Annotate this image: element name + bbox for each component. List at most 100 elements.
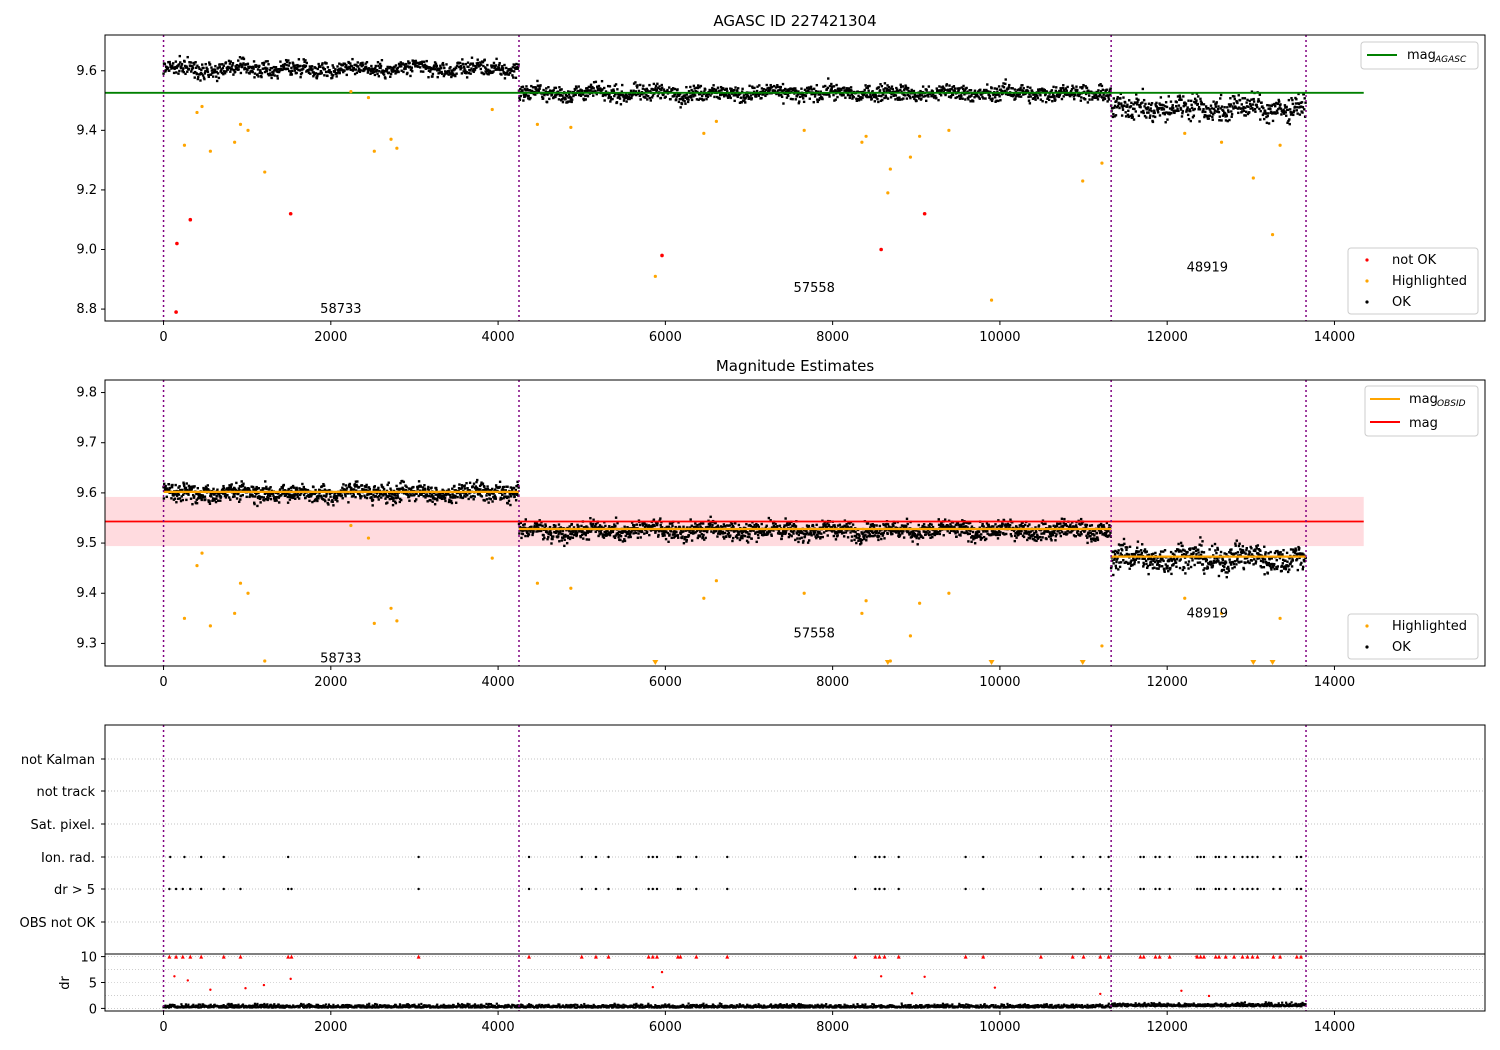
ok-point xyxy=(583,98,586,101)
ok-point xyxy=(371,504,374,507)
ok-point xyxy=(1283,110,1286,113)
highlighted-point xyxy=(208,149,212,153)
ok-point xyxy=(254,489,258,492)
ok-point xyxy=(297,58,301,61)
ok-point xyxy=(1102,98,1105,102)
ok-point xyxy=(281,68,284,71)
ok-point xyxy=(341,486,344,489)
ok-point xyxy=(548,525,552,529)
ok-point xyxy=(199,79,202,82)
ok-point xyxy=(288,70,292,73)
ok-point xyxy=(679,529,683,532)
ok-point xyxy=(570,98,574,101)
ok-point xyxy=(749,94,753,97)
ok-point xyxy=(780,534,784,537)
ok-point xyxy=(558,540,561,543)
ok-point xyxy=(380,496,383,499)
ok-point xyxy=(828,84,832,88)
ok-point xyxy=(1206,116,1209,119)
ok-point xyxy=(826,86,830,90)
ok-point xyxy=(378,70,381,73)
ok-point xyxy=(235,481,238,485)
ok-point xyxy=(717,526,720,529)
ok-point xyxy=(1018,95,1021,98)
ok-point xyxy=(1248,111,1251,114)
ok-point xyxy=(235,63,239,67)
ok-point xyxy=(193,70,197,74)
ok-point xyxy=(671,88,674,92)
ok-point xyxy=(767,88,770,91)
ok-point xyxy=(875,524,878,527)
ok-point xyxy=(657,533,660,537)
ok-point xyxy=(319,69,323,73)
ok-point xyxy=(1156,108,1159,111)
ok-point xyxy=(380,58,384,62)
highlighted-point xyxy=(535,122,540,126)
ok-point xyxy=(859,96,862,99)
ok-point xyxy=(415,492,418,495)
ok-point xyxy=(925,530,928,534)
ok-point xyxy=(617,533,620,536)
ok-point xyxy=(642,84,645,87)
ok-point xyxy=(850,526,853,529)
ok-point xyxy=(1050,89,1054,92)
ok-point xyxy=(685,540,688,543)
ok-point xyxy=(1231,105,1234,108)
ok-point xyxy=(396,496,400,499)
ok-point xyxy=(189,64,192,68)
ok-point xyxy=(828,95,831,98)
ok-point xyxy=(767,516,771,520)
ok-point xyxy=(191,65,194,68)
ok-point xyxy=(440,72,444,75)
ok-point xyxy=(427,489,430,492)
ok-point xyxy=(1001,85,1004,88)
ok-point xyxy=(857,533,861,536)
ok-point xyxy=(1251,103,1254,106)
ok-point xyxy=(266,493,270,497)
ok-point xyxy=(786,521,789,524)
ok-point xyxy=(681,535,684,538)
ok-point xyxy=(1231,95,1235,98)
ok-point xyxy=(248,72,251,75)
ok-point xyxy=(633,529,636,532)
ok-point xyxy=(1127,99,1131,102)
ok-point xyxy=(1189,109,1192,113)
ok-point xyxy=(863,93,866,96)
ok-point xyxy=(552,535,555,538)
ok-point xyxy=(1132,103,1135,106)
ok-point xyxy=(422,60,426,63)
ok-point xyxy=(1082,83,1085,87)
ok-point xyxy=(878,524,882,528)
ok-point xyxy=(678,97,681,101)
ok-point xyxy=(398,489,401,492)
ok-point xyxy=(974,92,977,96)
ok-point xyxy=(732,94,736,97)
ok-point xyxy=(756,530,759,534)
ok-point xyxy=(686,96,689,99)
ok-point xyxy=(464,69,467,72)
ok-point xyxy=(361,61,364,65)
ok-point xyxy=(474,486,477,490)
ok-point xyxy=(1193,100,1196,104)
ok-point xyxy=(979,538,983,541)
ok-point xyxy=(715,529,718,533)
ok-point xyxy=(802,100,806,104)
ok-point xyxy=(755,92,758,96)
ok-point xyxy=(834,89,837,92)
ok-point xyxy=(890,529,894,533)
ok-point xyxy=(178,497,182,500)
ok-point xyxy=(465,481,468,485)
ok-point xyxy=(409,487,413,490)
ok-point xyxy=(982,530,985,533)
ok-point xyxy=(801,531,804,534)
ok-point xyxy=(921,85,925,88)
ok-point xyxy=(342,70,345,74)
ok-point xyxy=(240,65,244,69)
ok-point xyxy=(362,489,366,492)
ok-point xyxy=(636,536,640,540)
ok-point xyxy=(1098,93,1102,97)
ok-point xyxy=(1259,118,1262,121)
ok-point xyxy=(529,96,532,100)
ok-point xyxy=(609,96,613,99)
ok-point xyxy=(1120,102,1123,105)
